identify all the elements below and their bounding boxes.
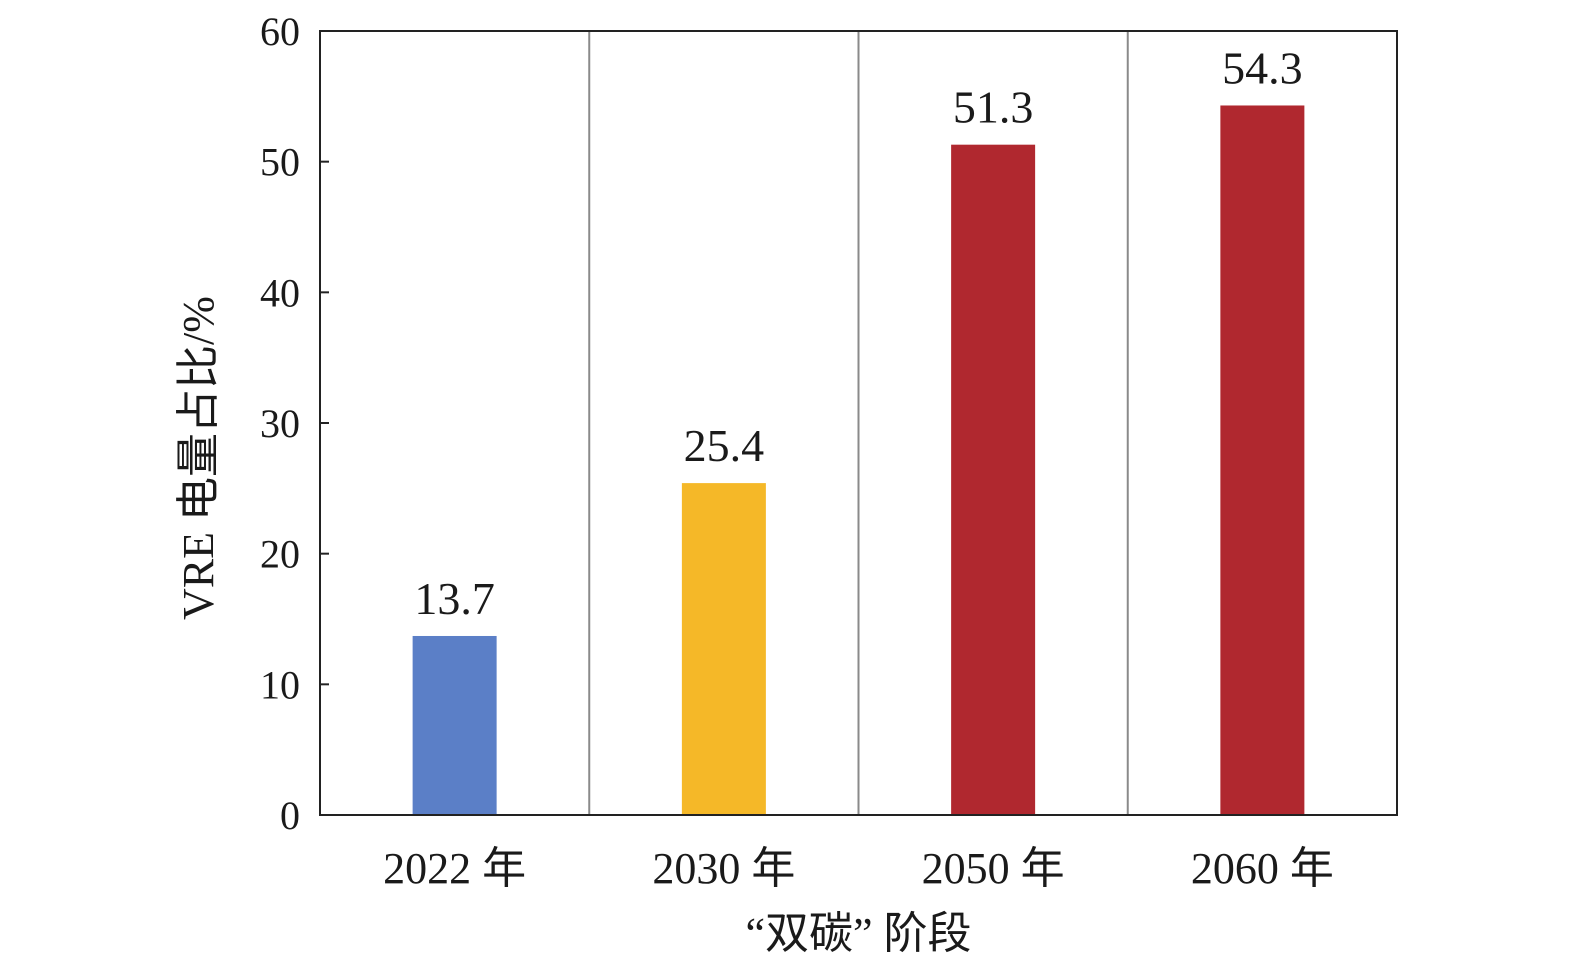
x-axis-tick-labels: 2022 年 2030 年 2050 年 2060 年 <box>383 844 1334 893</box>
y-tick-label-50: 50 <box>260 140 300 185</box>
y-axis-ticks: 0 10 20 30 40 50 60 <box>260 9 329 838</box>
x-axis-title: “双碳” 阶段 <box>745 909 971 958</box>
data-labels: 13.7 25.4 51.3 54.3 <box>414 42 1302 624</box>
data-label-3: 51.3 <box>953 82 1034 133</box>
data-label-4: 54.3 <box>1222 42 1303 93</box>
x-tick-label-3: 2050 年 <box>922 844 1065 893</box>
x-tick-label-2: 2030 年 <box>652 844 795 893</box>
y-tick-label-60: 60 <box>260 9 300 54</box>
bars <box>412 105 1305 816</box>
data-label-1: 13.7 <box>414 573 495 624</box>
x-tick-label-4: 2060 年 <box>1191 844 1334 893</box>
bar-3 <box>951 144 1036 815</box>
y-tick-label-30: 30 <box>260 401 300 446</box>
y-tick-label-10: 10 <box>260 662 300 707</box>
bar-4 <box>1220 105 1305 816</box>
y-tick-label-0: 0 <box>280 793 300 838</box>
y-tick-label-40: 40 <box>260 270 300 315</box>
bar-2 <box>681 483 766 815</box>
y-axis-title: VRE 电量占比/% <box>174 296 223 620</box>
bar-1 <box>412 635 497 815</box>
y-tick-label-20: 20 <box>260 532 300 577</box>
x-tick-label-1: 2022 年 <box>383 844 526 893</box>
category-separators <box>588 31 1129 815</box>
data-label-2: 25.4 <box>684 420 765 471</box>
